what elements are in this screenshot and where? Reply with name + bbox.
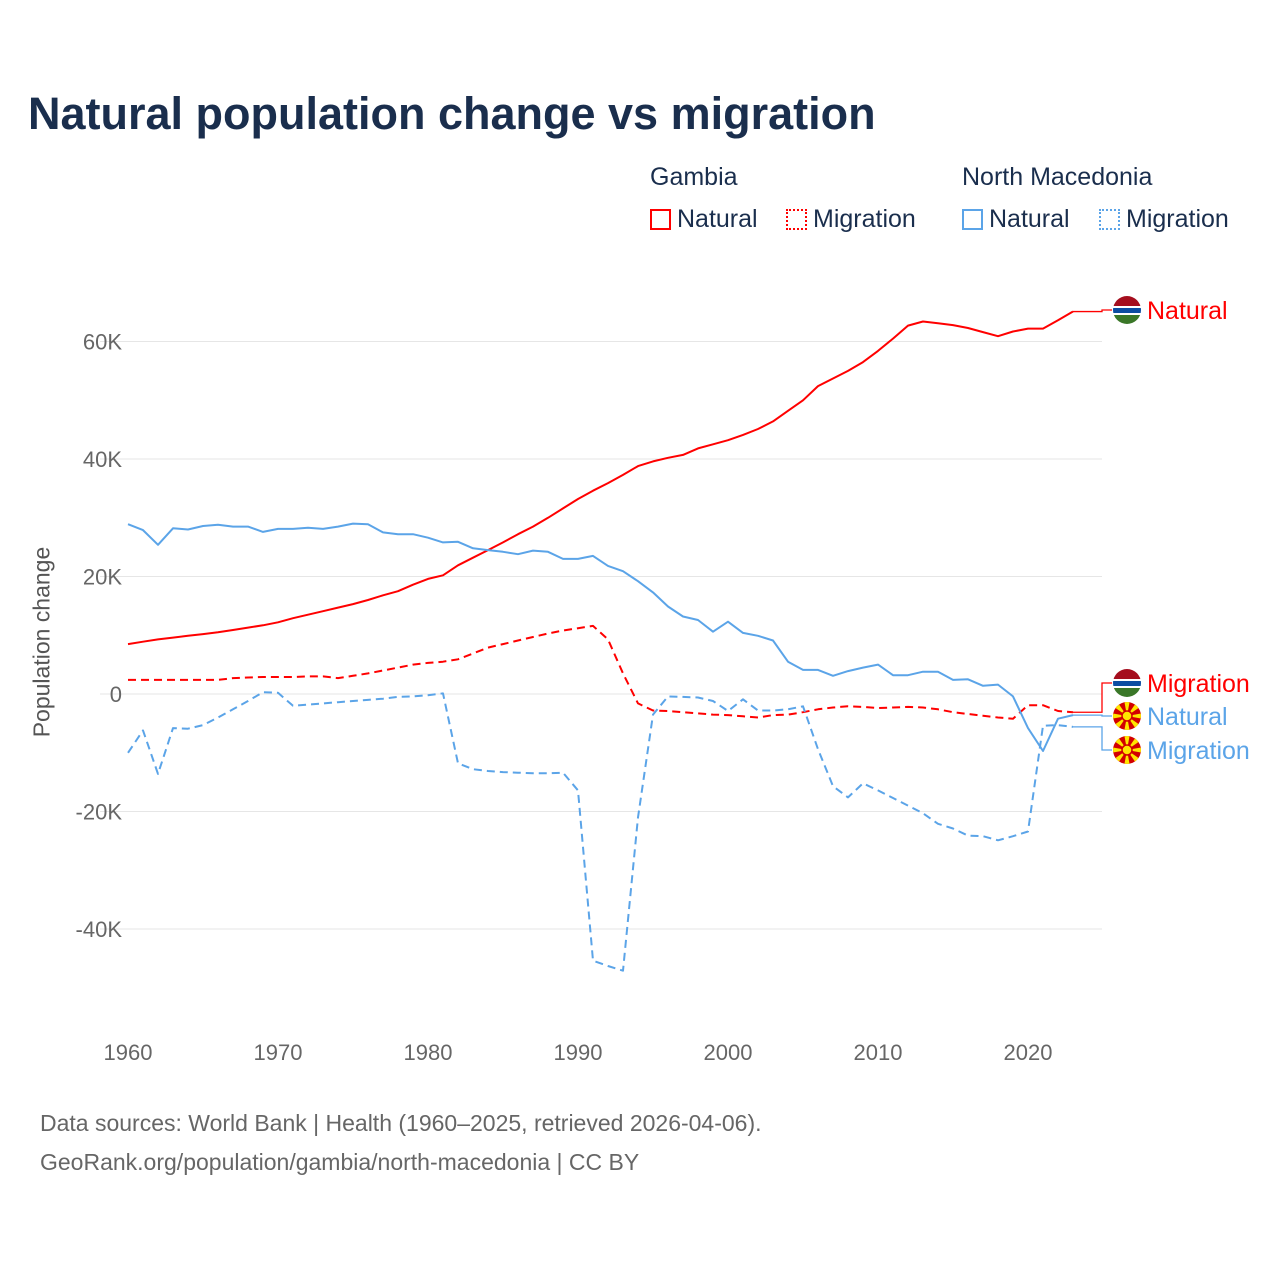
- flag-ray: [1113, 746, 1127, 754]
- legend-nm-natural[interactable]: Natural: [962, 205, 1070, 234]
- series-line-gambia-natural: [127, 310, 1074, 646]
- y-tick-label: 60K: [83, 330, 122, 355]
- label-connector: [1073, 726, 1112, 751]
- flag-stripe: [1113, 308, 1141, 313]
- flag-stripe: [1113, 313, 1141, 315]
- y-tick-label: -20K: [76, 800, 123, 825]
- legend-gambia-migration[interactable]: Migration: [786, 205, 916, 234]
- flag-stripe: [1113, 688, 1141, 697]
- y-tick-label: -40K: [76, 917, 123, 942]
- x-tick-label: 1970: [254, 1040, 303, 1065]
- label-connector: [1073, 714, 1112, 717]
- y-tick-label: 20K: [83, 565, 122, 590]
- legend-swatch-solid: [962, 209, 983, 230]
- legend-swatch-dotted: [1099, 209, 1120, 230]
- legend-swatch-dotted: [786, 209, 807, 230]
- legend-group-gambia: Gambia: [650, 163, 738, 191]
- flag-ray: [1127, 712, 1141, 720]
- series-line-north-macedonia-natural: [127, 522, 1074, 752]
- footer-link[interactable]: GeoRank.org/population/gambia/north-mace…: [40, 1149, 640, 1175]
- flag-stripe: [1113, 681, 1141, 686]
- x-tick-label: 2010: [854, 1040, 903, 1065]
- x-tick-label: 2020: [1004, 1040, 1053, 1065]
- flag-ray: [1123, 702, 1131, 716]
- legend-swatch-solid: [650, 209, 671, 230]
- x-tick-label: 1980: [404, 1040, 453, 1065]
- flag-ray: [1123, 750, 1131, 764]
- flag-ray: [1113, 712, 1127, 720]
- flag-sun: [1121, 744, 1133, 756]
- gambia-flag-icon: [1113, 296, 1141, 324]
- legend-gambia-natural[interactable]: Natural: [650, 205, 758, 234]
- flag-sun: [1121, 710, 1133, 722]
- gambia-flag-icon: [1113, 669, 1141, 697]
- legend-label: Migration: [813, 205, 916, 233]
- y-tick-label: 0: [110, 682, 122, 707]
- flag-ray: [1123, 716, 1131, 730]
- flag-stripe: [1113, 669, 1141, 679]
- flag-stripe: [1113, 315, 1141, 324]
- north-macedonia-flag-icon: [1113, 736, 1141, 764]
- series-end-label: Natural: [1147, 703, 1228, 731]
- legend-group-north-macedonia: North Macedonia: [962, 163, 1153, 191]
- x-tick-label: 1990: [554, 1040, 603, 1065]
- series-end-label: Migration: [1147, 670, 1250, 698]
- label-connector: [1073, 309, 1112, 313]
- series-line-gambia-migration: [128, 624, 1074, 720]
- flag-stripe: [1113, 679, 1141, 681]
- legend-nm-migration[interactable]: Migration: [1099, 205, 1229, 234]
- flag-ray: [1127, 746, 1141, 754]
- flag-stripe: [1113, 296, 1141, 306]
- x-tick-label: 1960: [104, 1040, 153, 1065]
- series-end-label: Migration: [1147, 737, 1250, 765]
- y-tick-label: 40K: [83, 447, 122, 472]
- north-macedonia-flag-icon: [1113, 702, 1141, 730]
- flag-stripe: [1113, 686, 1141, 688]
- footer-sources: Data sources: World Bank | Health (1960–…: [40, 1110, 762, 1136]
- chart-title: Natural population change vs migration: [28, 88, 876, 139]
- label-connector: [1073, 682, 1112, 713]
- legend-label: Natural: [989, 205, 1070, 233]
- legend-label: Natural: [677, 205, 758, 233]
- flag-stripe: [1113, 306, 1141, 308]
- x-tick-label: 2000: [704, 1040, 753, 1065]
- series-line-north-macedonia-migration: [127, 691, 1074, 972]
- series-end-label: Natural: [1147, 297, 1228, 325]
- legend-label: Migration: [1126, 205, 1229, 233]
- flag-ray: [1123, 736, 1131, 750]
